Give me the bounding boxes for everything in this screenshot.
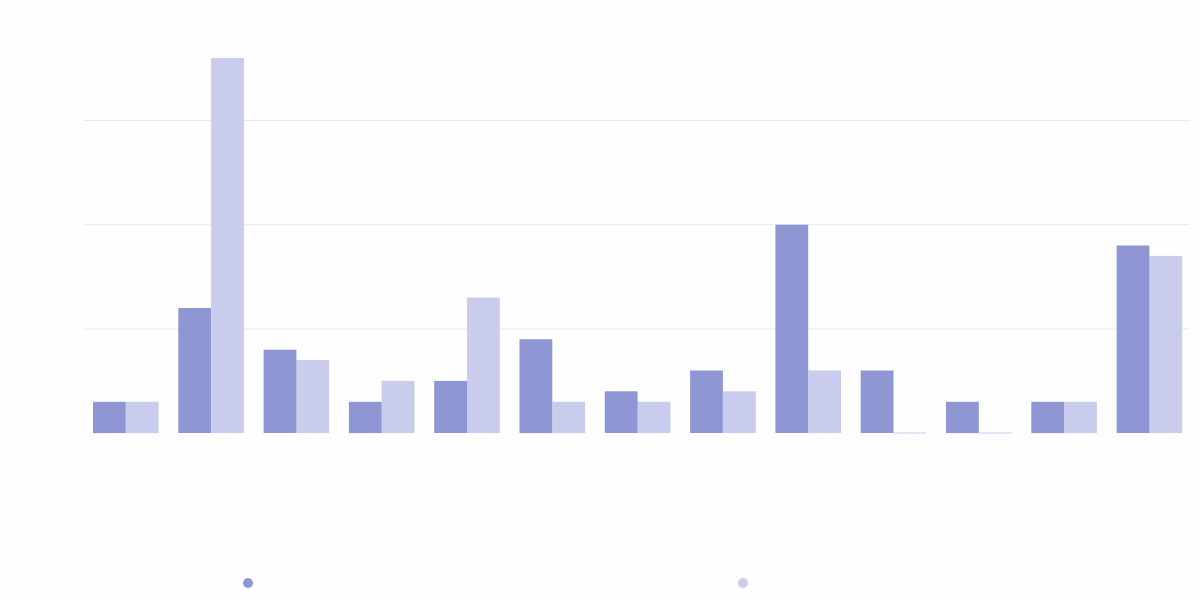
bar-series-1-8[interactable] (690, 370, 723, 434)
bar-group-12 (1031, 401, 1097, 434)
bar-series-2-5[interactable] (467, 297, 500, 433)
bar-group-13 (1116, 245, 1183, 434)
bar-series-1-13[interactable] (1116, 245, 1150, 434)
bar-series-1-9[interactable] (775, 224, 809, 433)
bar-group-4 (348, 380, 415, 434)
bar-series-1-10[interactable] (860, 370, 894, 434)
bar-series-1-12[interactable] (1031, 401, 1065, 434)
bar-series-2-6[interactable] (552, 401, 586, 434)
bar-group-9 (775, 224, 841, 434)
bar-series-2-13[interactable] (1149, 255, 1183, 433)
bar-series-1-6[interactable] (519, 339, 553, 434)
bar-series-2-4[interactable] (381, 380, 415, 433)
grid-lines (84, 120, 1190, 330)
bar-series-1-3[interactable] (263, 349, 297, 433)
bar-series-2-2[interactable] (211, 58, 244, 433)
legend-item-series-2[interactable] (738, 578, 756, 588)
bar-series-2-12[interactable] (1064, 401, 1097, 434)
bar-series-2-3[interactable] (296, 360, 330, 433)
bar-group-8 (690, 370, 756, 434)
bar-series-2-9[interactable] (808, 370, 841, 434)
bar-group-6 (519, 339, 586, 434)
bar-group-5 (434, 297, 500, 433)
bar-series-2-8[interactable] (722, 391, 756, 433)
bar-group-1 (93, 401, 159, 434)
bar-series-1-5[interactable] (434, 380, 467, 433)
bar-series-1-2[interactable] (178, 308, 212, 433)
bar-series-1-7[interactable] (604, 391, 638, 433)
bar-series-2-7[interactable] (637, 401, 671, 434)
bar-group-11 (946, 401, 1012, 434)
legend (0, 578, 1200, 600)
bar-group-10 (860, 370, 927, 434)
legend-item-series-1[interactable] (243, 578, 261, 588)
bar-series-1-11[interactable] (946, 401, 979, 434)
legend-dot-series-1 (243, 578, 253, 588)
bars (93, 58, 1183, 434)
bar-group-7 (604, 391, 671, 434)
legend-dot-series-2 (738, 578, 748, 588)
bar-series-1-4[interactable] (348, 401, 382, 434)
bar-group-2 (178, 58, 244, 433)
bar-series-1-1[interactable] (93, 401, 126, 434)
bar-group-3 (263, 349, 330, 433)
bar-series-2-1[interactable] (125, 401, 159, 434)
